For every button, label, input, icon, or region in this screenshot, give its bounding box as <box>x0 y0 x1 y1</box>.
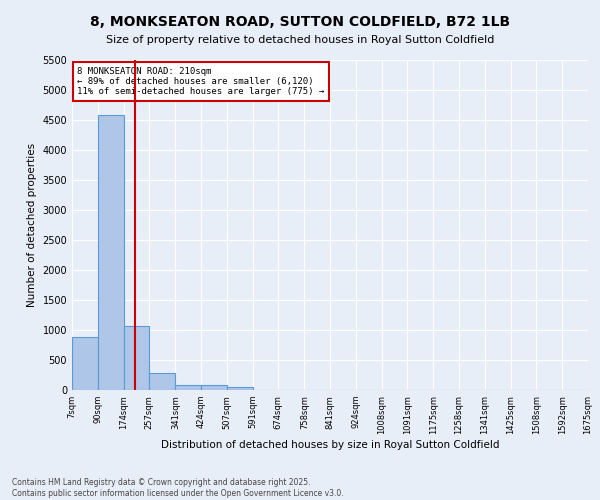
Text: Contains HM Land Registry data © Crown copyright and database right 2025.
Contai: Contains HM Land Registry data © Crown c… <box>12 478 344 498</box>
Text: 8 MONKSEATON ROAD: 210sqm
← 89% of detached houses are smaller (6,120)
11% of se: 8 MONKSEATON ROAD: 210sqm ← 89% of detac… <box>77 66 325 96</box>
Y-axis label: Number of detached properties: Number of detached properties <box>27 143 37 307</box>
Bar <box>124 326 149 390</box>
Bar <box>175 384 201 390</box>
Bar <box>149 372 175 390</box>
Text: 8, MONKSEATON ROAD, SUTTON COLDFIELD, B72 1LB: 8, MONKSEATON ROAD, SUTTON COLDFIELD, B7… <box>90 15 510 29</box>
Text: Size of property relative to detached houses in Royal Sutton Coldfield: Size of property relative to detached ho… <box>106 35 494 45</box>
Bar <box>227 387 253 390</box>
Bar <box>98 115 124 390</box>
X-axis label: Distribution of detached houses by size in Royal Sutton Coldfield: Distribution of detached houses by size … <box>161 440 499 450</box>
Bar <box>72 337 98 390</box>
Bar <box>201 385 227 390</box>
